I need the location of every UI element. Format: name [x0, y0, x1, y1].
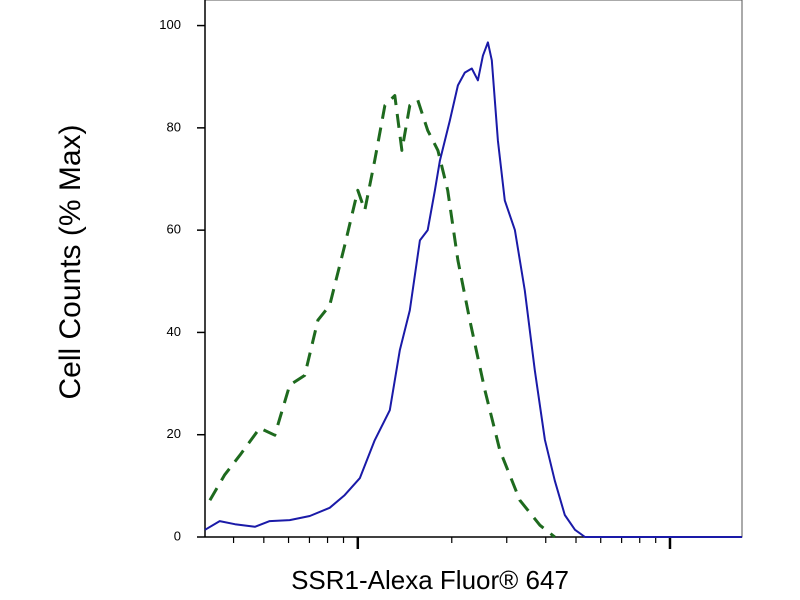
- x-axis-title: SSR1-Alexa Fluor® 647: [291, 565, 569, 595]
- plot-frame: [204, 0, 743, 538]
- y-tick-label: 0: [174, 528, 181, 543]
- y-tick-label: 60: [167, 222, 181, 237]
- y-tick-label: 20: [167, 426, 181, 441]
- y-axis-title: Cell Counts (% Max): [54, 124, 87, 399]
- series-line: [204, 41, 742, 538]
- y-tick-label: 80: [167, 119, 181, 134]
- y-tick-label: 40: [167, 324, 181, 339]
- series-line: [208, 94, 556, 539]
- y-tick-label: 100: [159, 17, 181, 32]
